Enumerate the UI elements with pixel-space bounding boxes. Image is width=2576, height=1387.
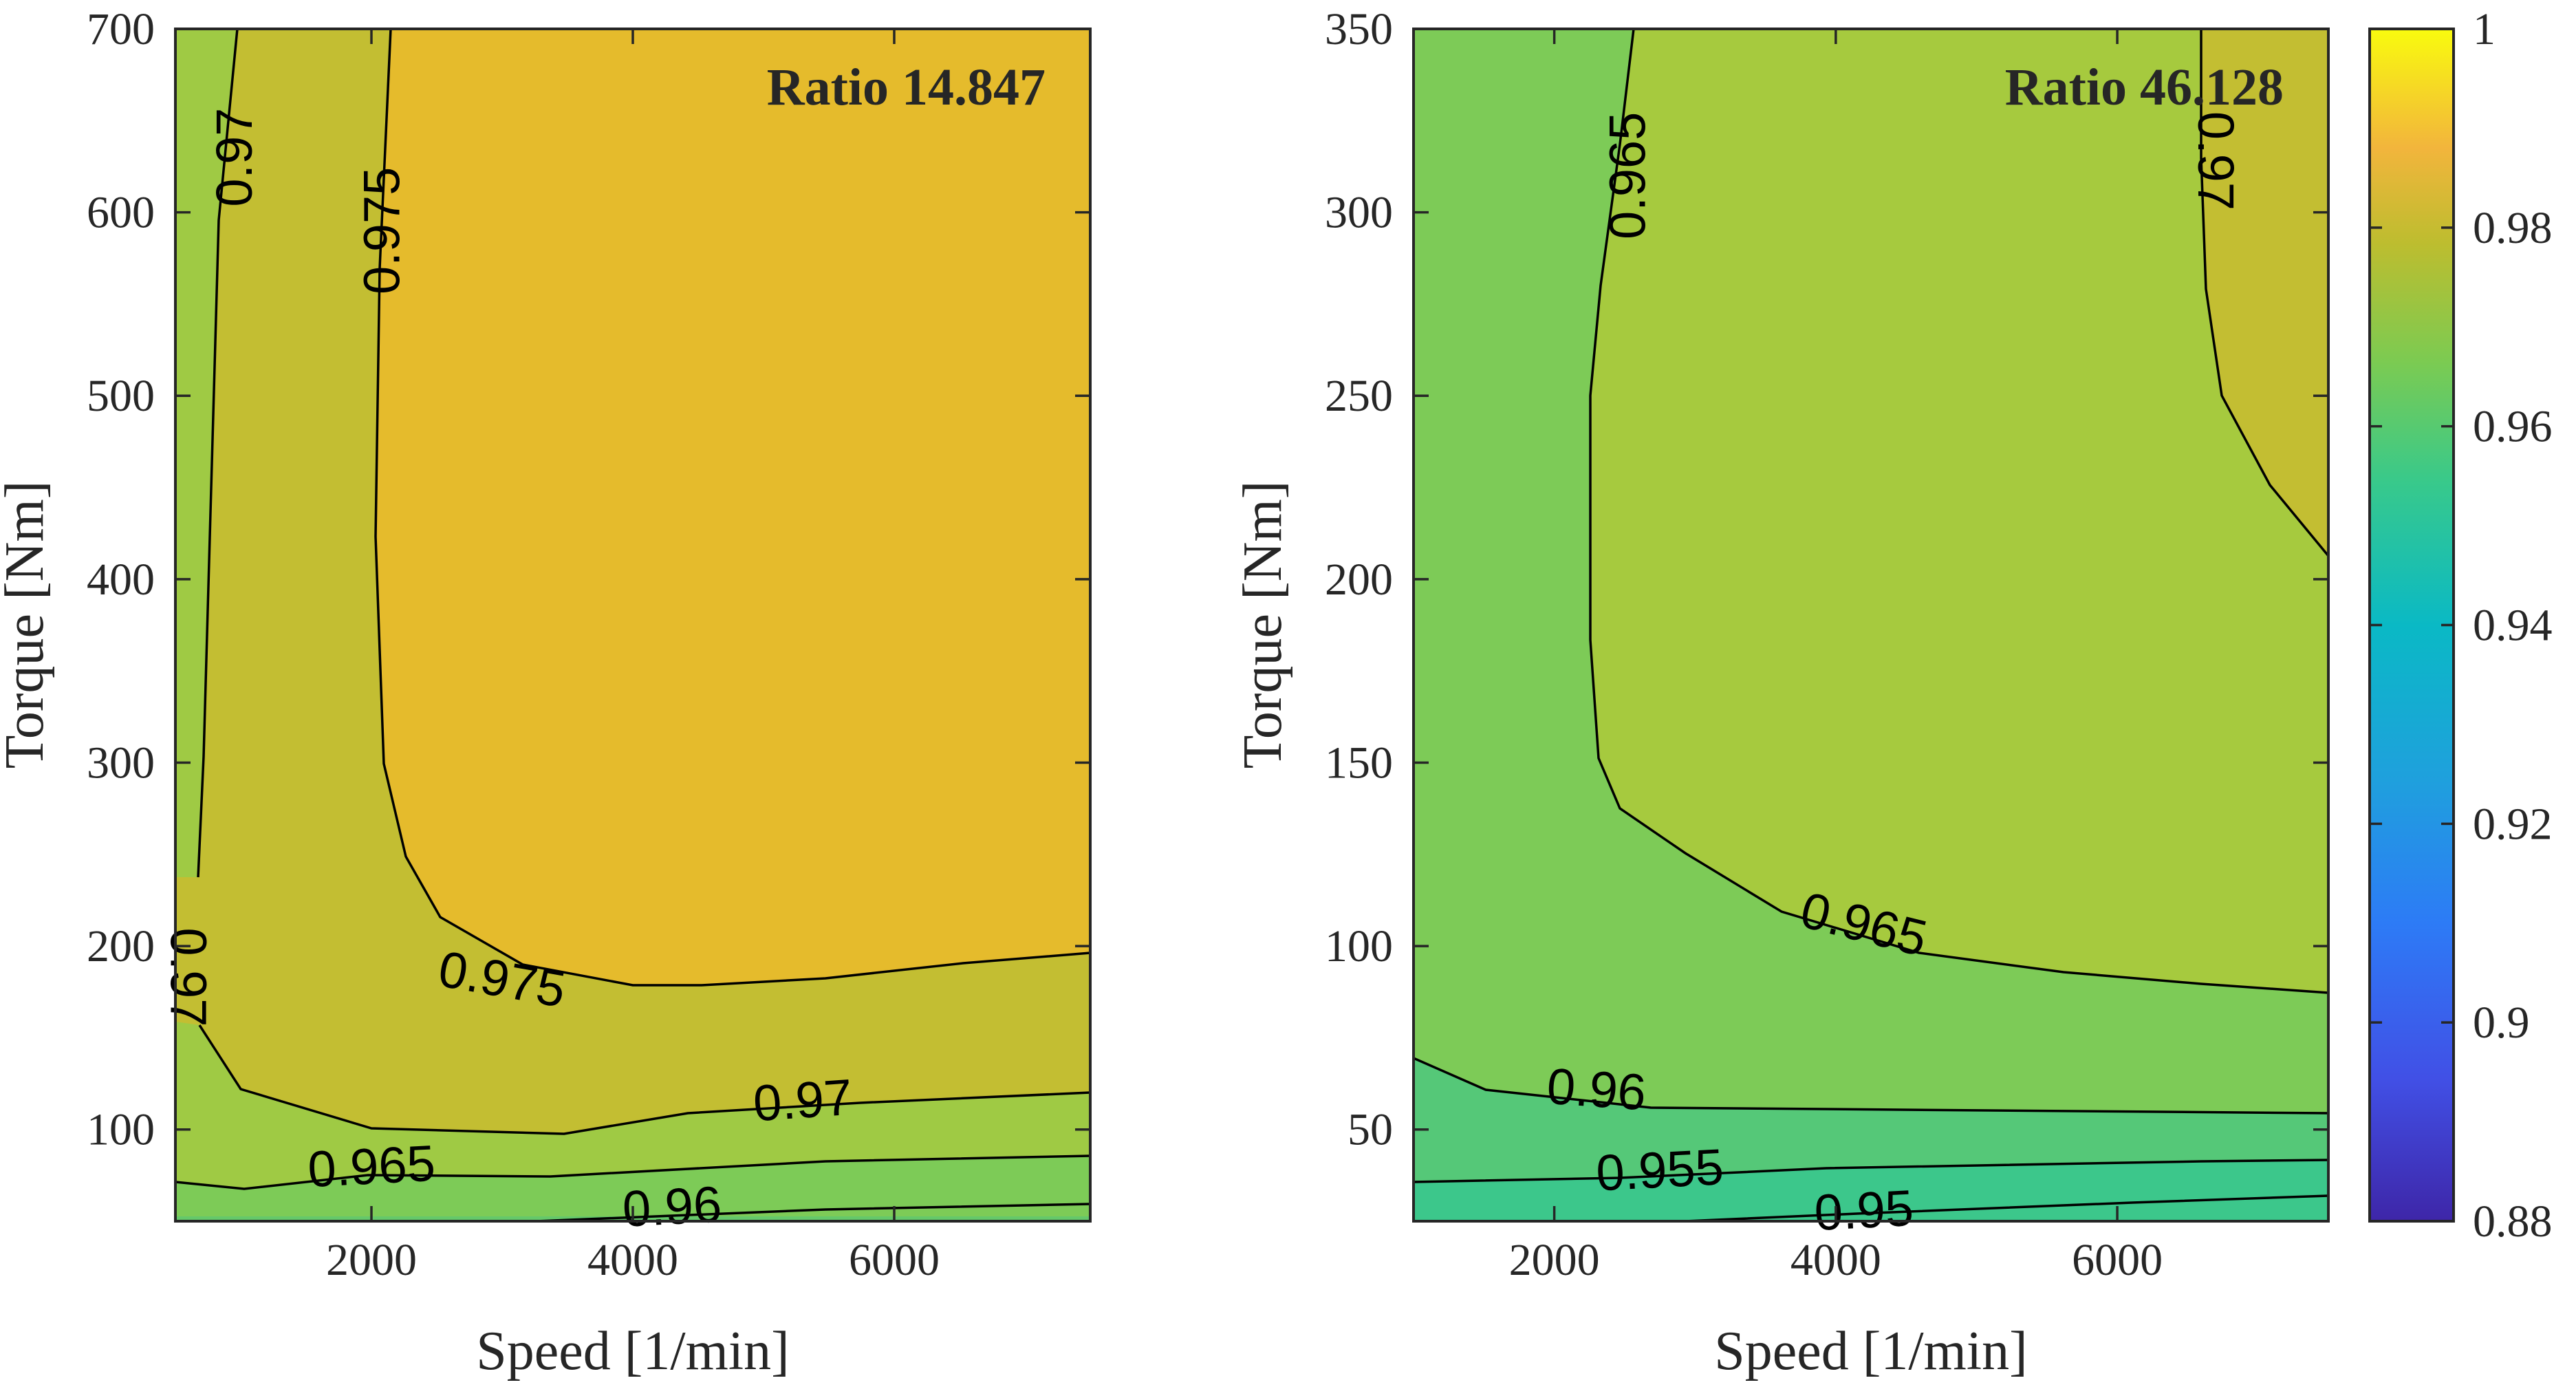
y-tick-label: 200 [87,921,155,971]
y-tick-label: 300 [87,738,155,788]
contour-0970-upper [197,29,239,878]
colorbar-tick-label: 0.92 [2473,799,2553,849]
x-axis-label-1: Speed [1/min] [476,1321,789,1381]
x-tick-label: 4000 [587,1235,678,1285]
contour-label: 0.97 [160,927,217,1026]
colorbar [2370,29,2454,1221]
contour-0950 [1685,1194,2328,1221]
y-tick-label: 500 [87,371,155,421]
contour-label: 0.965 [306,1135,436,1198]
region-above-0975 [376,29,1090,985]
y-tick-label: 150 [1325,738,1393,788]
contour-0965 [175,1154,1090,1190]
axes-frame-2 [1412,28,2330,1223]
contour-0970 [2200,29,2328,557]
region-above-0970 [2201,29,2328,556]
y-tick-label: 200 [1325,555,1393,605]
y-tick-label: 250 [1325,371,1393,421]
colorbar-tick-label: 0.88 [2473,1196,2553,1247]
y-tick-label: 400 [87,555,155,605]
contour-label: 0.975 [354,167,411,294]
ratio-title-1: Ratio 14.847 [767,58,1046,116]
axis-ticks-panel-2: 2000 4000 6000 50 100 150 200 250 300 350 [1325,4,2328,1285]
y-axis-label-1: Torque [Nm] [0,481,55,769]
y-tick-label: 300 [1325,188,1393,238]
colorbar-tick-label: 0.94 [2473,601,2553,651]
y-tick-label: 100 [1325,921,1393,971]
axis-ticks-panel-1: 2000 4000 6000 100 200 300 400 500 600 700 [87,4,1090,1285]
contour-label: 0.965 [1599,112,1656,239]
contour-0955 [1414,1159,2328,1183]
y-tick-label: 600 [87,188,155,238]
x-tick-label: 2000 [326,1235,417,1285]
x-axis-label-2: Speed [1/min] [1714,1321,2027,1381]
colorbar-tick-label: 1 [2473,4,2496,54]
x-tick-label: 6000 [849,1235,940,1285]
y-tick-label: 350 [1325,4,1393,54]
contour-label: 0.97 [2187,111,2244,211]
contour-panel-ratio-14847 [175,29,1090,1221]
contour-label: 0.95 [1813,1179,1915,1241]
y-tick-label: 100 [87,1105,155,1155]
contour-0975 [374,29,1090,987]
y-tick-label: 50 [1347,1105,1393,1155]
colorbar-tick-label: 0.96 [2473,402,2553,452]
colorbar-tick-label: 0.98 [2473,203,2553,253]
region-0960-0965 [1590,29,2328,993]
contour-0965 [1589,29,2328,994]
colorbar-tick-label: 0.9 [2473,998,2530,1048]
contour-0960 [1414,1057,2328,1115]
y-tick-label: 700 [87,4,155,54]
contour-panel-ratio-46128 [1414,29,2328,1221]
ratio-title-2: Ratio 46.128 [2005,58,2284,116]
contour-label: 0.96 [1545,1057,1647,1121]
x-tick-label: 2000 [1509,1235,1600,1285]
y-axis-label-2: Torque [Nm] [1233,481,1293,769]
x-tick-label: 4000 [1790,1235,1881,1285]
contour-label: 0.97 [751,1068,854,1132]
contour-0970-lower [198,1024,1090,1135]
contour-label: 0.97 [206,108,263,207]
contour-label: 0.96 [621,1175,723,1237]
colorbar-ticks: 1 0.98 0.96 0.94 0.92 0.9 0.88 [2370,4,2553,1247]
contour-label: 0.955 [1594,1138,1724,1202]
x-tick-label: 6000 [2072,1235,2163,1285]
